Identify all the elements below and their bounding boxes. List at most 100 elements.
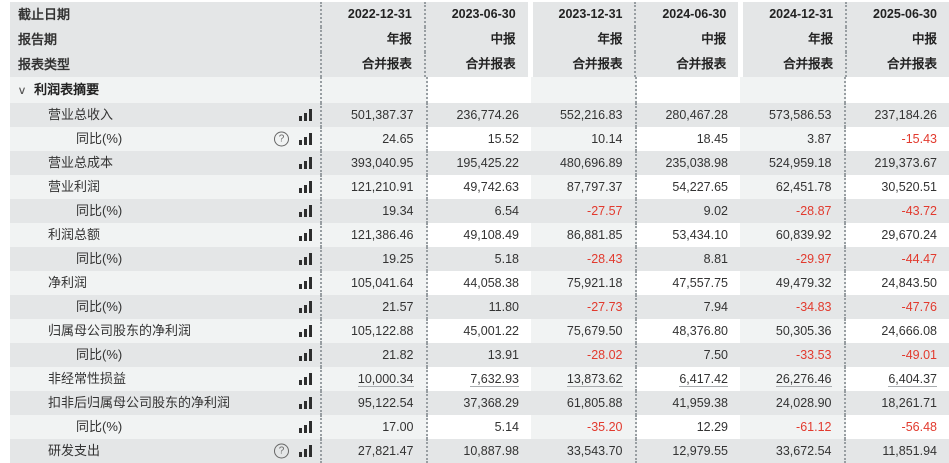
value-cell: 121,386.46	[322, 223, 428, 247]
value-text: 33,543.70	[567, 444, 623, 458]
value-text: -33.53	[796, 348, 831, 362]
value-cell: 60,839.92	[740, 223, 846, 247]
value-text: 10,000.34	[358, 372, 414, 387]
metric-label-cell: 扣非后归属母公司股东的净利润	[10, 391, 322, 415]
metric-label: 同比(%)	[10, 127, 122, 151]
column-header-cell: 合并报表	[847, 52, 949, 77]
value-cell: 62,451.78	[740, 175, 846, 199]
column-header-cell: 2023-12-31	[528, 2, 637, 27]
metric-label: 同比(%)	[10, 415, 122, 439]
value-cell: -28.87	[740, 199, 846, 223]
value-text: 13,873.62	[567, 372, 623, 387]
bar-chart-icon[interactable]	[299, 301, 312, 313]
value-text: 75,679.50	[567, 324, 623, 338]
section-row-cell	[428, 77, 532, 103]
value-text: 62,451.78	[776, 180, 832, 194]
value-text: 7.94	[704, 300, 728, 314]
value-cell: 47,557.75	[637, 271, 741, 295]
value-cell: 18.45	[637, 127, 741, 151]
value-cell: 13.91	[428, 343, 532, 367]
value-cell: 219,373.67	[846, 151, 949, 175]
value-cell: 45,001.22	[428, 319, 532, 343]
value-cell: 11,851.94	[846, 439, 949, 463]
value-text: 6,404.37	[888, 372, 937, 387]
bar-chart-icon[interactable]	[299, 157, 312, 169]
bar-chart-icon[interactable]	[299, 229, 312, 241]
value-text: -29.97	[796, 252, 831, 266]
value-cell: 6,404.37	[846, 367, 949, 391]
value-cell: 6.54	[428, 199, 532, 223]
value-text: 37,368.29	[463, 396, 519, 410]
column-header-cell: 合并报表	[528, 52, 637, 77]
value-cell: 5.18	[428, 247, 532, 271]
value-cell: 33,672.54	[740, 439, 846, 463]
value-cell: 8.81	[637, 247, 741, 271]
value-text: 11.80	[489, 300, 519, 314]
value-cell: 524,959.18	[740, 151, 846, 175]
column-header-cell: 中报	[636, 27, 738, 52]
section-row-cell	[531, 77, 637, 103]
help-icon[interactable]: ?	[274, 132, 289, 147]
bar-chart-icon[interactable]	[299, 133, 312, 145]
value-text: 27,821.47	[358, 444, 414, 458]
value-cell: 21.82	[322, 343, 428, 367]
value-text: -43.72	[902, 204, 937, 218]
value-text: 501,387.37	[351, 108, 414, 122]
column-header-cell: 年报	[528, 27, 637, 52]
help-icon[interactable]: ?	[274, 444, 289, 459]
value-text: 6.54	[495, 204, 519, 218]
value-text: 24,028.90	[776, 396, 832, 410]
value-text: 195,425.22	[456, 156, 519, 170]
bar-chart-icon[interactable]	[299, 253, 312, 265]
metric-label: 研发支出	[10, 439, 100, 463]
value-cell: -44.47	[846, 247, 949, 271]
bar-chart-icon[interactable]	[299, 277, 312, 289]
value-text: 5.14	[495, 420, 519, 434]
section-toggle[interactable]: ∨利润表摘要	[10, 77, 322, 103]
value-text: 219,373.67	[874, 156, 937, 170]
value-text: -44.47	[902, 252, 937, 266]
value-text: 21.57	[382, 300, 413, 314]
metric-label: 同比(%)	[10, 247, 122, 271]
value-cell: -61.12	[740, 415, 846, 439]
value-cell: 552,216.83	[531, 103, 637, 127]
value-text: -28.43	[587, 252, 622, 266]
metric-label: 营业总成本	[10, 151, 113, 175]
column-header-cell: 中报	[847, 27, 949, 52]
value-cell: 49,108.49	[428, 223, 532, 247]
metric-label-cell: 同比(%)	[10, 295, 322, 319]
value-cell: 6,417.42	[637, 367, 741, 391]
value-cell: 7,632.93	[428, 367, 532, 391]
value-cell: 121,210.91	[322, 175, 428, 199]
chevron-down-icon[interactable]: ∨	[17, 78, 26, 103]
value-text: 235,038.98	[665, 156, 728, 170]
metric-label-cell: 非经常性损益	[10, 367, 322, 391]
value-cell: 12,979.55	[637, 439, 741, 463]
metric-label-cell: 归属母公司股东的净利润	[10, 319, 322, 343]
bar-chart-icon[interactable]	[299, 397, 312, 409]
bar-chart-icon[interactable]	[299, 349, 312, 361]
metric-label: 同比(%)	[10, 199, 122, 223]
header-row-label: 报表类型	[10, 52, 322, 77]
column-header-cell: 2022-12-31	[322, 2, 426, 27]
bar-chart-icon[interactable]	[299, 205, 312, 217]
value-text: 121,210.91	[351, 180, 414, 194]
bar-chart-icon[interactable]	[299, 181, 312, 193]
bar-chart-icon[interactable]	[299, 109, 312, 121]
bar-chart-icon[interactable]	[299, 445, 312, 457]
value-text: 9.02	[704, 204, 728, 218]
value-cell: 10.14	[531, 127, 637, 151]
value-text: 49,108.49	[463, 228, 519, 242]
column-header-cell: 2024-06-30	[636, 2, 738, 27]
value-text: 41,959.38	[672, 396, 728, 410]
bar-chart-icon[interactable]	[299, 421, 312, 433]
bar-chart-icon[interactable]	[299, 373, 312, 385]
value-text: -61.12	[796, 420, 831, 434]
bar-chart-icon[interactable]	[299, 325, 312, 337]
value-text: 11,851.94	[882, 444, 937, 458]
metric-label-cell: 同比(%)	[10, 415, 322, 439]
